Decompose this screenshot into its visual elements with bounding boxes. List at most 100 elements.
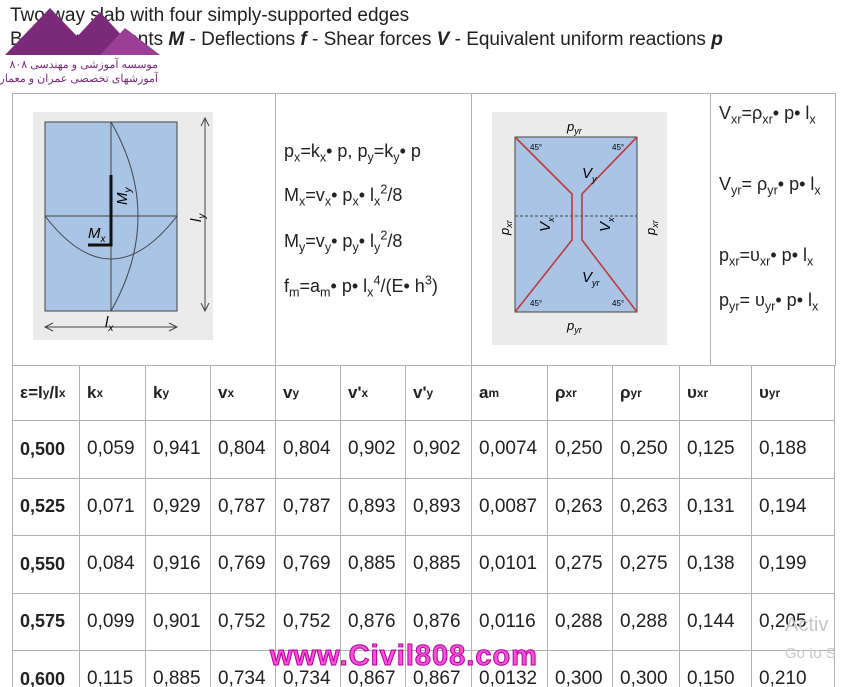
text-part: =ρ xyxy=(741,103,763,123)
diagram-label: My xyxy=(114,187,134,206)
table-cell: 0,188 xyxy=(752,421,835,479)
text-part: x xyxy=(809,112,816,127)
table-cell: 0,071 xyxy=(80,478,146,536)
text-part: x xyxy=(352,194,359,209)
table-cell: 0,902 xyxy=(341,421,406,479)
text-part: x xyxy=(324,194,332,209)
text-part: • p xyxy=(399,141,421,161)
table-cell: ρ xr xyxy=(548,365,613,421)
logo-line: آموزشهای تخصصی عمران و معماری xyxy=(0,72,159,85)
table-cell: 0,941 xyxy=(146,421,211,479)
table-cell: 0,115 xyxy=(80,651,146,687)
logo: موسسه آموزشی و مهندسی ۸۰۸ آموزشهای تخصصی… xyxy=(0,8,160,85)
text-part: ρ xyxy=(620,382,631,402)
text-part: xr xyxy=(759,254,771,269)
text-part: x xyxy=(812,299,819,314)
table-cell: 0,084 xyxy=(80,536,146,594)
angle-label: 45° xyxy=(530,299,542,308)
table-cell: 0,550 xyxy=(12,536,80,594)
table-cell: 0,876 xyxy=(341,593,406,651)
text-part: υ xyxy=(759,382,769,402)
table-cell: 0,263 xyxy=(613,478,680,536)
reaction-formula: pyr= υyr• p• lx xyxy=(719,288,827,314)
table-cell: 0,0116 xyxy=(472,593,548,651)
table-cell: 0,144 xyxy=(680,593,752,651)
text-part: - Deflections xyxy=(184,29,301,50)
diagram-label: lx xyxy=(105,314,114,334)
text-part: =v xyxy=(305,231,325,251)
table-cell: 0,0101 xyxy=(472,536,548,594)
reaction-diagram: pyr pyr pxr pxr Vy Vyr Vx Vx 45° 45° 45°… xyxy=(492,112,667,345)
angle-label: 45° xyxy=(612,299,624,308)
diagram-label: pxr xyxy=(643,219,660,236)
table-cell: 0,885 xyxy=(341,536,406,594)
text-part: k xyxy=(153,382,163,402)
table-cell: 0,885 xyxy=(146,651,211,687)
text-part: p xyxy=(719,245,730,265)
table-cell: 0,929 xyxy=(146,478,211,536)
table-cell: 0,263 xyxy=(548,478,613,536)
text-part: y xyxy=(374,240,381,255)
text-part: a xyxy=(479,382,489,402)
table-cell: 0,275 xyxy=(548,536,613,594)
table-cell: 0,0132 xyxy=(472,651,548,687)
title: Two-way slab with four simply-supported … xyxy=(10,5,410,26)
text-part: y xyxy=(352,240,359,255)
text-part: y xyxy=(393,150,400,165)
reaction-formula: Vxr=ρxr• p• lx xyxy=(719,101,827,127)
table-cell: 0,0074 xyxy=(472,421,548,479)
table-cell: 0,099 xyxy=(80,593,146,651)
table-cell: 0,867 xyxy=(341,651,406,687)
table-cell: 0,150 xyxy=(680,651,752,687)
text-part: x xyxy=(807,254,814,269)
table-cell: 0,199 xyxy=(752,536,835,594)
text-part: v' xyxy=(413,382,427,402)
text-part: 3 xyxy=(424,273,432,288)
text-part: 2 xyxy=(380,182,388,197)
table-cell: 0,500 xyxy=(12,421,80,479)
text-part: - Shear forces xyxy=(306,29,437,50)
text-part: p xyxy=(711,29,723,50)
table-cell: 0,600 xyxy=(12,651,80,687)
table-cell: 0,525 xyxy=(12,478,80,536)
text-part: V xyxy=(436,29,450,50)
formula: My=vy• py• ly2/8 xyxy=(284,228,402,255)
text-part: • p xyxy=(331,185,353,205)
text-part: ε=l xyxy=(20,382,43,402)
cell xyxy=(710,93,836,366)
system-notice: Go to S xyxy=(785,645,836,662)
text-part: k xyxy=(87,382,97,402)
table-cell: 0,734 xyxy=(211,651,276,687)
table-cell: 0,769 xyxy=(276,536,341,594)
text-part: • l xyxy=(358,231,375,251)
table-cell: 0,300 xyxy=(548,651,613,687)
text-part: =k xyxy=(300,141,320,161)
text-part: • p• l xyxy=(777,174,815,194)
text-part: ) xyxy=(431,276,438,296)
table-cell: 0,250 xyxy=(548,421,613,479)
table-cell: 0,131 xyxy=(680,478,752,536)
text-part: y xyxy=(324,240,332,255)
text-part: yr xyxy=(764,299,776,314)
table-cell: 0,876 xyxy=(406,593,472,651)
text-part: xr xyxy=(729,254,740,269)
logo-line: موسسه آموزشی و مهندسی ۸۰۸ xyxy=(9,58,158,71)
table-cell: 0,752 xyxy=(276,593,341,651)
text-part: 2 xyxy=(380,228,388,243)
table-cell: a m xyxy=(472,365,548,421)
table-cell: 0,138 xyxy=(680,536,752,594)
table-cell: ε=l y/l x xyxy=(12,365,80,421)
diagram-label: Vx xyxy=(597,217,616,232)
formula: Mx=vx• px• lx2/8 xyxy=(284,182,402,209)
text-part: M xyxy=(284,231,299,251)
text-part: p xyxy=(284,141,295,161)
text-part: f xyxy=(300,29,307,50)
table-cell: 0,787 xyxy=(211,478,276,536)
diagrams: My Mx ly lx pyr pyr pxr pxr Vy Vyr Vx Vx… xyxy=(33,112,667,345)
text-part: =υ xyxy=(739,245,760,265)
text-part: x xyxy=(374,194,381,209)
text-part: = υ xyxy=(739,290,765,310)
